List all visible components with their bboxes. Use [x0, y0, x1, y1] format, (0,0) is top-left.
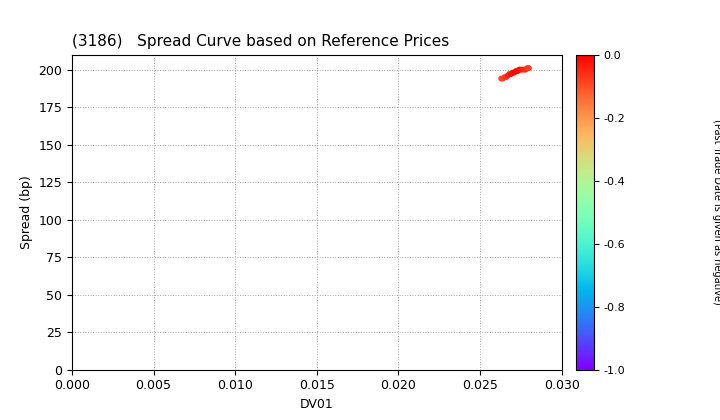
- Point: [512, 68, 523, 74]
- Point: [521, 65, 533, 71]
- Point: [505, 71, 517, 77]
- Point: [499, 74, 510, 81]
- Point: [502, 72, 513, 79]
- Point: [518, 66, 530, 73]
- Point: [515, 66, 526, 73]
- Y-axis label: Spread (bp): Spread (bp): [20, 175, 33, 249]
- Point: [503, 71, 515, 77]
- Point: [508, 69, 520, 76]
- Point: [507, 69, 518, 76]
- Point: [500, 74, 512, 81]
- Point: [510, 68, 522, 74]
- Point: [523, 65, 535, 71]
- Point: [497, 75, 508, 82]
- Point: [495, 75, 507, 82]
- X-axis label: DV01: DV01: [300, 398, 333, 411]
- Text: (3186)   Spread Curve based on Reference Prices: (3186) Spread Curve based on Reference P…: [72, 34, 449, 49]
- Point: [517, 66, 528, 73]
- Point: [513, 66, 525, 73]
- Point: [520, 66, 531, 73]
- Y-axis label: Time in years between 11/22/2024 and Trade Date
(Past Trade Date is given as neg: Time in years between 11/22/2024 and Tra…: [712, 88, 720, 336]
